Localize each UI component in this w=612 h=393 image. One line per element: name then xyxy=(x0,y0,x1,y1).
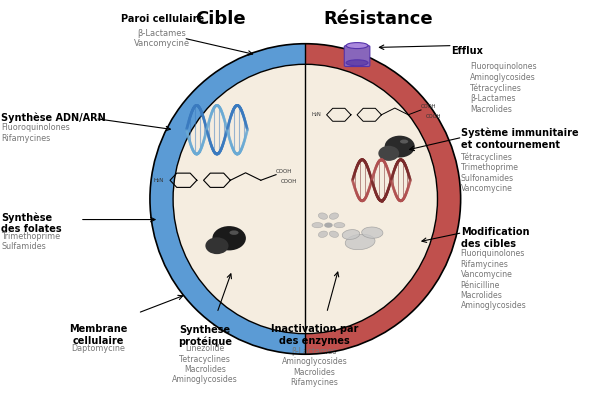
Ellipse shape xyxy=(150,44,461,354)
Ellipse shape xyxy=(345,234,375,250)
Ellipse shape xyxy=(362,227,383,238)
Text: Inactivation par
des enzymes: Inactivation par des enzymes xyxy=(271,324,358,346)
FancyBboxPatch shape xyxy=(345,46,370,66)
Text: Tétracyclines
Trimethoprime
Sulfonamides
Vancomycine: Tétracyclines Trimethoprime Sulfonamides… xyxy=(461,152,518,193)
Ellipse shape xyxy=(346,60,368,66)
Ellipse shape xyxy=(173,64,438,334)
Text: β-Lactames
Aminoglycosides
Macrolides
Rifamycines: β-Lactames Aminoglycosides Macrolides Ri… xyxy=(282,347,347,387)
Text: COOH: COOH xyxy=(421,104,436,109)
Text: Paroi cellulaire: Paroi cellulaire xyxy=(121,14,204,24)
Ellipse shape xyxy=(324,222,333,228)
Ellipse shape xyxy=(334,222,345,228)
Text: COOH: COOH xyxy=(425,114,441,119)
Text: COOH: COOH xyxy=(276,169,293,174)
Text: Trimethoprime
Sulfamides: Trimethoprime Sulfamides xyxy=(1,232,61,251)
Ellipse shape xyxy=(378,146,399,161)
Ellipse shape xyxy=(318,213,327,219)
Text: Synthèse
protéique: Synthèse protéique xyxy=(177,324,232,347)
Text: Membrane
cellulaire: Membrane cellulaire xyxy=(69,324,127,346)
Text: H₂N: H₂N xyxy=(154,178,164,183)
Ellipse shape xyxy=(312,222,323,228)
PathPatch shape xyxy=(305,44,461,354)
PathPatch shape xyxy=(150,44,305,354)
Text: COOH: COOH xyxy=(281,179,297,184)
Text: Cible: Cible xyxy=(195,10,245,28)
Text: Synthèse
des folates: Synthèse des folates xyxy=(1,212,62,234)
Text: Modification
des cibles: Modification des cibles xyxy=(461,227,529,249)
Ellipse shape xyxy=(318,231,327,237)
Text: Daptomycine: Daptomycine xyxy=(71,344,125,353)
Ellipse shape xyxy=(212,226,246,250)
Text: Système immunitaire
et contournement: Système immunitaire et contournement xyxy=(461,128,578,150)
Text: β-Lactames
Vancomycine: β-Lactames Vancomycine xyxy=(134,29,190,48)
Text: H₂N: H₂N xyxy=(312,112,322,117)
Ellipse shape xyxy=(384,136,415,158)
Text: Fluoroquinolones
Aminoglycosides
Tétracyclines
β-Lactames
Macrolides: Fluoroquinolones Aminoglycosides Tétracy… xyxy=(470,62,536,114)
Ellipse shape xyxy=(230,230,239,235)
Text: Efflux: Efflux xyxy=(452,46,483,55)
Text: Linezolide
Tetracyclines
Macrolides
Aminoglycosides: Linezolide Tetracyclines Macrolides Amin… xyxy=(172,344,237,384)
Ellipse shape xyxy=(329,213,338,219)
Text: Fluoroquinolones
Rifamycines: Fluoroquinolones Rifamycines xyxy=(1,123,70,143)
Ellipse shape xyxy=(206,237,228,254)
Text: Synthèse ADN/ARN: Synthèse ADN/ARN xyxy=(1,113,106,123)
Ellipse shape xyxy=(342,230,360,239)
Text: Fluoriquinolones
Rifamycines
Vancomycine
Pénicilline
Macrolides
Aminoglycosides: Fluoriquinolones Rifamycines Vancomycine… xyxy=(461,250,526,310)
Ellipse shape xyxy=(346,42,368,49)
Text: Résistance: Résistance xyxy=(324,10,433,28)
Ellipse shape xyxy=(400,140,408,143)
Ellipse shape xyxy=(329,231,338,237)
